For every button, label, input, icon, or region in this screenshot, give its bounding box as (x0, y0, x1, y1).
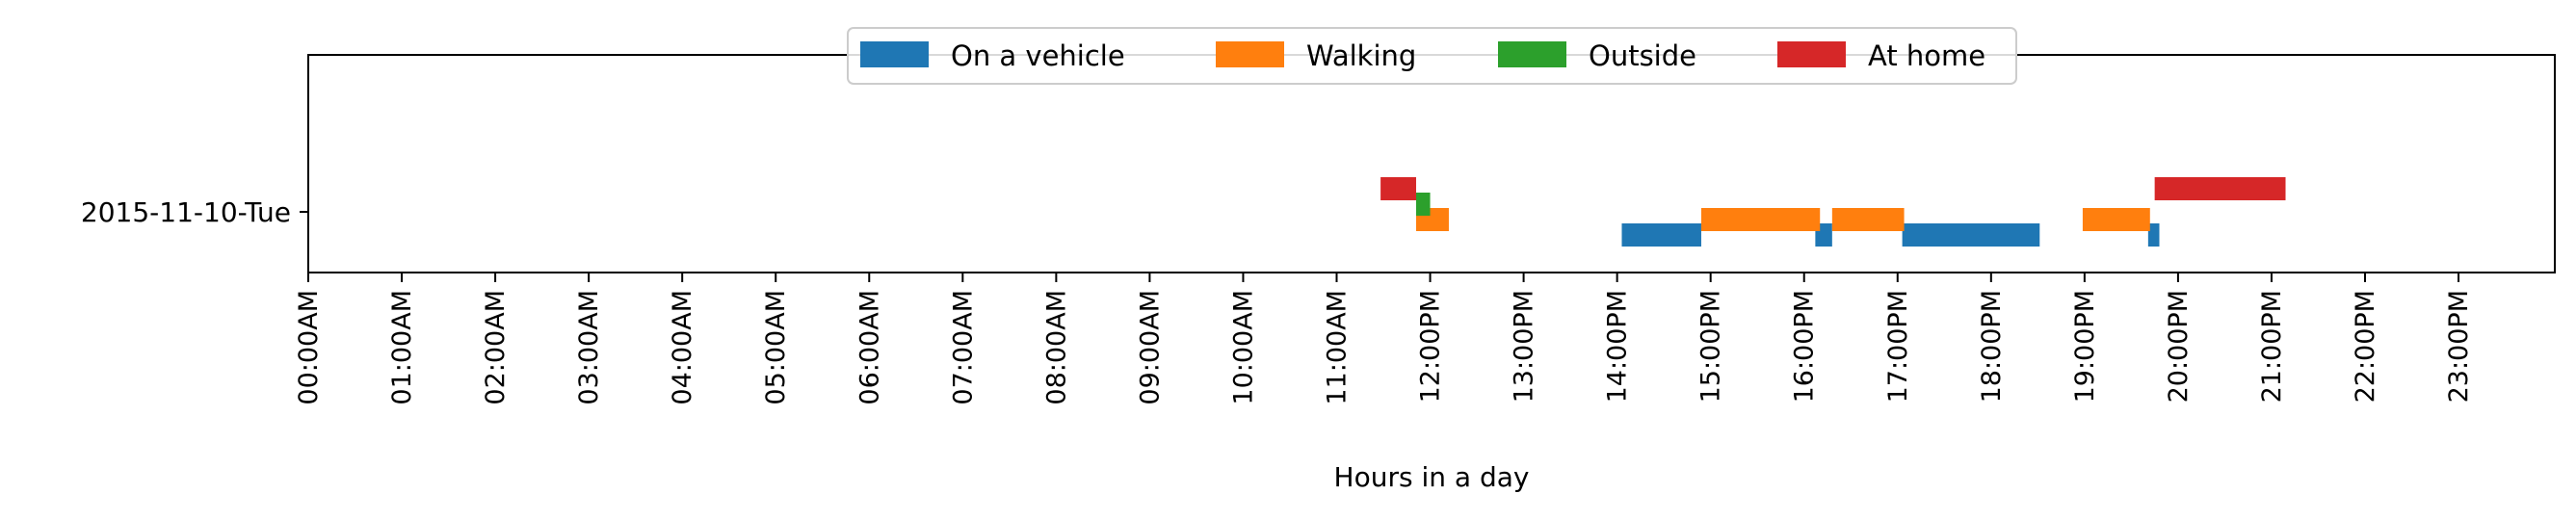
x-tick-label: 18:00PM (1977, 290, 2007, 403)
x-tick-label: 01:00AM (387, 290, 417, 405)
x-axis-label: Hours in a day (1334, 461, 1530, 493)
y-axis: 2015-11-10-Tue (81, 196, 308, 228)
walking-bar (1700, 208, 1821, 231)
x-tick-label: 21:00PM (2257, 290, 2287, 403)
walking-legend-swatch (1216, 41, 1284, 67)
x-tick-label: 16:00PM (1790, 290, 1820, 403)
walking-bar (2082, 208, 2150, 231)
x-tick-label: 03:00AM (574, 290, 604, 405)
x-tick-label: 23:00PM (2444, 290, 2474, 403)
x-tick-label: 15:00PM (1696, 290, 1726, 403)
legend: On a vehicle Walking Outside At home (847, 27, 2017, 85)
walking-legend-label: Walking (1306, 39, 1416, 72)
x-tick-label: 08:00AM (1041, 290, 1071, 405)
x-tick-label: 12:00PM (1416, 290, 1446, 403)
at-home-bar (1380, 177, 1416, 200)
x-tick-label: 00:00AM (294, 290, 324, 405)
x-tick-label: 04:00AM (668, 290, 697, 405)
y-tick-label: 2015-11-10-Tue (81, 196, 291, 228)
outside-legend-label: Outside (1589, 39, 1696, 72)
walking-bar (1831, 208, 1905, 231)
at-home-bar (2154, 177, 2286, 200)
bars-layer (1380, 177, 2286, 247)
outside-legend-swatch (1498, 41, 1566, 67)
plot-frame (307, 54, 2556, 273)
x-tick-label: 13:00PM (1510, 290, 1539, 403)
on-a-vehicle-legend-swatch (860, 41, 929, 67)
x-tick-label: 20:00PM (2164, 290, 2194, 403)
x-tick-label: 05:00AM (761, 290, 791, 405)
at-home-legend-label: At home (1868, 39, 1985, 72)
legend-box (847, 27, 2017, 85)
x-tick-label: 07:00AM (948, 290, 978, 405)
x-tick-label: 11:00AM (1322, 290, 1352, 405)
on-a-vehicle-bar (1621, 223, 1701, 247)
on-a-vehicle-legend-label: On a vehicle (951, 39, 1125, 72)
x-tick-label: 02:00AM (481, 290, 511, 405)
x-axis: 00:00AM 01:00AM 02:00AM 03:00AM 04:00AM 05:00… (294, 273, 2474, 405)
x-tick-label: 09:00AM (1135, 290, 1165, 405)
x-tick-label: 19:00PM (2070, 290, 2100, 403)
x-tick-label: 22:00PM (2351, 290, 2380, 403)
x-tick-label: 14:00PM (1603, 290, 1633, 403)
x-tick-label: 10:00AM (1228, 290, 1258, 405)
at-home-legend-swatch (1777, 41, 1846, 67)
on-a-vehicle-bar (2147, 223, 2160, 247)
on-a-vehicle-bar (1902, 223, 2040, 247)
x-tick-label: 17:00PM (1883, 290, 1913, 403)
x-tick-label: 06:00AM (854, 290, 884, 405)
outside-bar (1415, 193, 1431, 216)
